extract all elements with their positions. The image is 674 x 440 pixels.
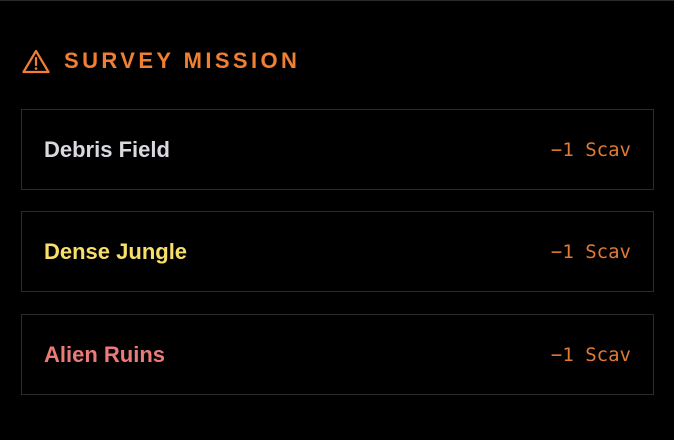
- option-name: Alien Ruins: [44, 341, 166, 367]
- option-cost: −1 Scav: [550, 343, 631, 366]
- option-name: Debris Field: [44, 136, 170, 162]
- warning-triangle-icon: [22, 49, 50, 74]
- option-dense-jungle[interactable]: Dense Jungle −1 Scav: [21, 211, 654, 292]
- option-cost: −1 Scav: [550, 240, 631, 263]
- option-name: Dense Jungle: [44, 238, 188, 264]
- panel-title: SURVEY MISSION: [64, 48, 301, 73]
- option-alien-ruins[interactable]: Alien Ruins −1 Scav: [21, 314, 654, 395]
- option-debris-field[interactable]: Debris Field −1 Scav: [21, 109, 654, 190]
- option-cost: −1 Scav: [550, 138, 631, 161]
- panel-header: SURVEY MISSION: [22, 48, 300, 74]
